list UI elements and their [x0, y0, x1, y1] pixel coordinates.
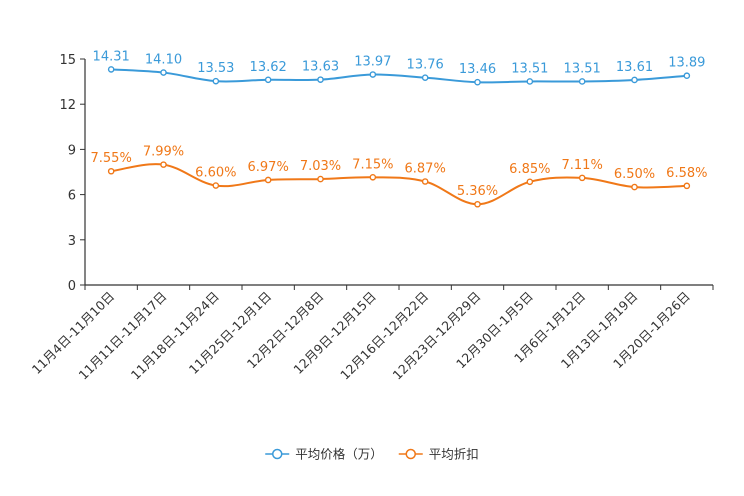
y-tick-label: 9 [68, 143, 76, 158]
series-2-data-label: 6.50% [614, 167, 655, 182]
legend-circle-marker [271, 448, 283, 460]
series-1-data-label: 13.63 [302, 60, 339, 75]
series-1-data-label: 13.51 [564, 61, 601, 76]
legend-circle-marker [405, 448, 416, 460]
x-tick-label: 12月16日-12月22日 [337, 289, 431, 383]
series-2-data-label: 6.87% [405, 161, 446, 176]
series-1-data-label: 13.61 [616, 60, 653, 75]
series-1-data-label: 14.10 [145, 53, 182, 68]
series-2-data-label: 7.03% [300, 159, 341, 174]
x-tick-label: 11月11日-11月17日 [75, 289, 169, 383]
series-line-2 [111, 163, 687, 206]
series-2-point[interactable] [369, 173, 377, 181]
series-2-point[interactable] [683, 182, 691, 190]
y-tick-label: 3 [68, 234, 76, 249]
series-1-point[interactable] [631, 76, 638, 84]
series-1-point[interactable] [369, 71, 377, 78]
series-2-point[interactable] [264, 176, 272, 184]
series-1-data-label: 13.46 [459, 62, 496, 77]
y-tick-label: 0 [68, 279, 76, 294]
series-line-1 [111, 68, 687, 84]
series-2-data-label: 6.60% [195, 166, 236, 181]
legend-item-1[interactable]: 平均价格（万） [265, 447, 383, 462]
legend-item-2[interactable]: 平均折扣 [398, 447, 479, 462]
series-1-data-label: 13.62 [250, 60, 287, 75]
series-2-point[interactable] [160, 161, 167, 168]
x-tick-label: 12月23日-12月29日 [389, 289, 483, 383]
series-1-data-label: 13.51 [511, 61, 548, 76]
axes: 0369121511月4日-11月10日11月11日-11月17日11月18日-… [29, 53, 714, 383]
y-tick-label: 15 [59, 53, 76, 68]
series-2-point[interactable] [474, 200, 481, 208]
series-2-point[interactable] [578, 174, 586, 182]
series-1-point[interactable] [160, 69, 167, 76]
series-2-data-label: 6.97% [248, 160, 289, 175]
series-2-data-label: 7.55% [91, 151, 132, 166]
series-1-point[interactable] [212, 77, 220, 85]
series-2-data-label: 7.15% [352, 157, 393, 172]
series-1-point[interactable] [683, 72, 691, 80]
series-2-data-label: 6.85% [509, 162, 550, 177]
series-2-point[interactable] [212, 182, 220, 189]
series-1-point[interactable] [421, 74, 429, 81]
series-2-point[interactable] [526, 178, 534, 186]
series-1-point[interactable] [526, 78, 534, 85]
series-1-point[interactable] [474, 78, 481, 86]
series-1-data-label: 13.76 [407, 58, 444, 73]
series-2-data-label: 6.58% [666, 166, 707, 181]
series-1-data-label: 13.97 [354, 55, 391, 70]
series-1-data-label: 14.31 [93, 49, 130, 64]
series-layer [107, 66, 691, 208]
y-tick-label: 12 [59, 98, 76, 113]
series-2-data-label: 7.99% [143, 145, 184, 160]
series-2-data-label: 7.11% [562, 158, 603, 173]
series-2-point[interactable] [107, 167, 115, 175]
series-1-data-label: 13.53 [197, 61, 234, 76]
series-2-point[interactable] [631, 183, 638, 191]
x-tick-label: 11月18日-11月24日 [128, 289, 222, 383]
y-tick-label: 6 [68, 189, 76, 204]
series-2-data-label: 5.36% [457, 184, 498, 199]
legend-label: 平均价格（万） [295, 447, 383, 462]
series-2-point[interactable] [317, 175, 324, 183]
legend[interactable]: 平均价格（万） 平均折扣 [265, 447, 479, 462]
series-1-point[interactable] [264, 76, 272, 84]
series-1-point[interactable] [107, 66, 115, 73]
data-labels: 14.31 14.10 13.53 13.62 13.63 13.97 13.76 13.46… [91, 49, 708, 199]
series-1-data-label: 13.89 [668, 56, 705, 71]
series-1-point[interactable] [578, 78, 586, 85]
legend-label: 平均折扣 [429, 447, 479, 462]
series-2-point[interactable] [421, 178, 429, 185]
series-1-point[interactable] [317, 76, 324, 83]
